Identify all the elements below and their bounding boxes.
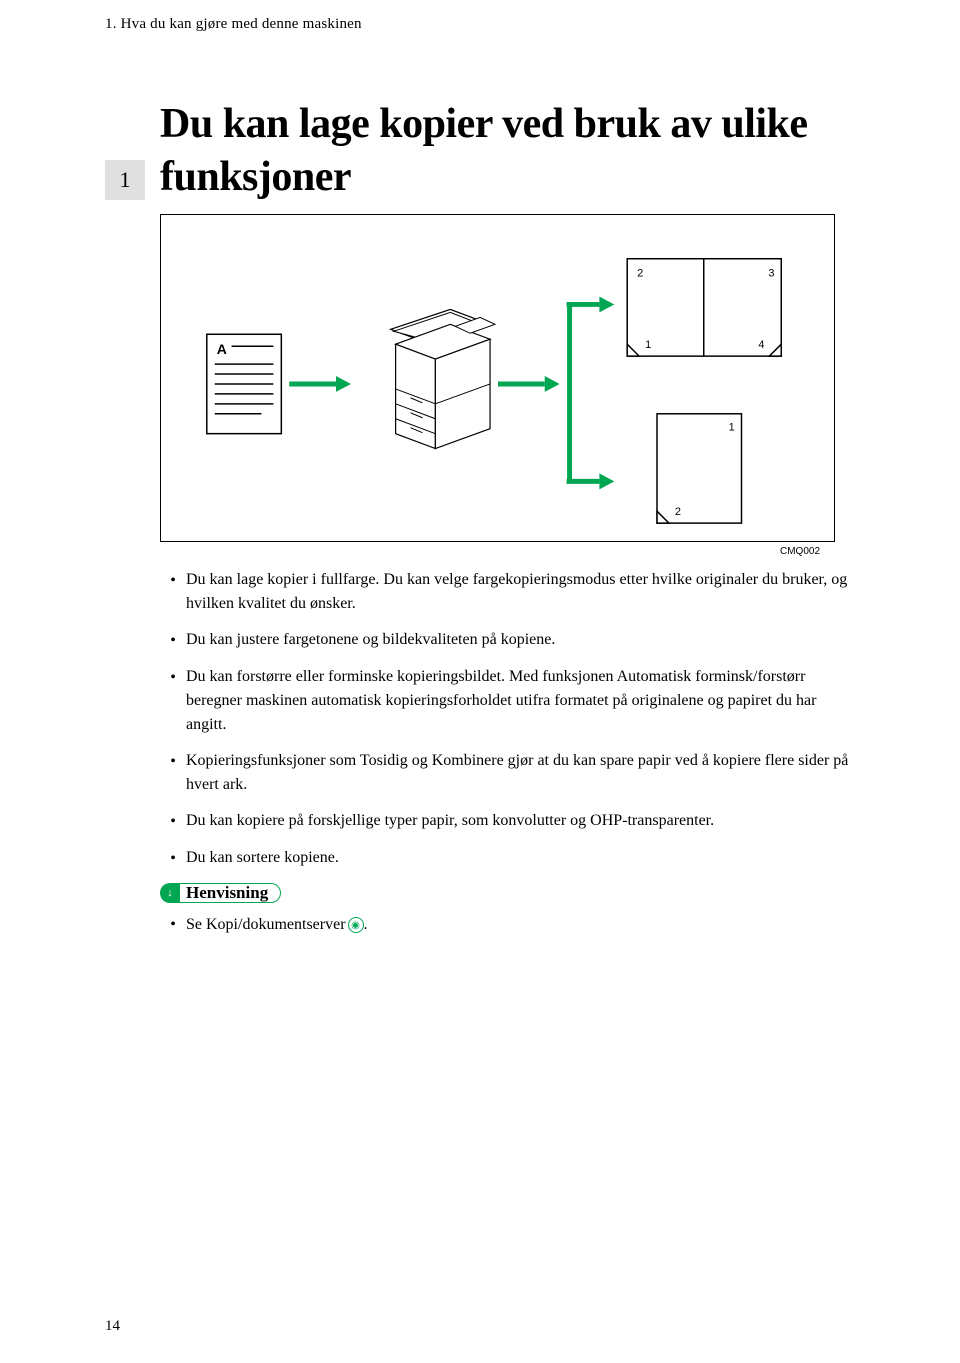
list-item: • Kopieringsfunksjoner som Tosidig og Ko… — [160, 749, 850, 797]
reference-callout: Henvisning — [160, 883, 850, 903]
output1-num-tr: 3 — [768, 268, 774, 280]
page-number: 14 — [105, 1318, 120, 1335]
arrow-doc-to-printer — [289, 376, 351, 392]
list-item: • Du kan sortere kopiene. — [160, 846, 850, 871]
list-item: • Du kan forstørre eller forminske kopie… — [160, 665, 850, 737]
reference-icon — [160, 883, 180, 903]
bullet-dot: • — [160, 749, 186, 774]
branching-connector — [498, 297, 614, 490]
bullet-dot: • — [160, 568, 186, 593]
diagram-id: CMQ002 — [780, 546, 820, 557]
output2-num-1: 1 — [729, 422, 735, 434]
list-item: • Du kan kopiere på forskjellige typer p… — [160, 809, 850, 834]
list-text: Du kan sortere kopiene. — [186, 846, 850, 870]
callout-label: Henvisning — [180, 883, 281, 903]
output1-num-tl: 2 — [637, 268, 643, 280]
input-document: A — [207, 334, 282, 433]
output2-num-2: 2 — [675, 506, 681, 518]
list-item: • Du kan justere fargetonene og bildekva… — [160, 628, 850, 653]
page-title: Du kan lage kopier ved bruk av ulike fun… — [160, 98, 860, 203]
section-marker: 1 — [105, 160, 145, 200]
list-text: Kopieringsfunksjoner som Tosidig og Komb… — [186, 749, 850, 797]
chapter-header: 1. Hva du kan gjøre med denne maskinen — [105, 16, 362, 33]
bullet-dot: • — [160, 846, 186, 871]
list-text: Du kan justere fargetonene og bildekvali… — [186, 628, 850, 652]
bullet-dot: • — [160, 628, 186, 653]
doc-label: A — [217, 341, 227, 357]
list-text: Du kan kopiere på forskjellige typer pap… — [186, 809, 850, 833]
output1-num-br: 4 — [758, 339, 764, 351]
diagram-frame: A — [160, 214, 835, 542]
list-text: Du kan lage kopier i fullfarge. Du kan v… — [186, 568, 850, 616]
content-list: • Du kan lage kopier i fullfarge. Du kan… — [160, 568, 850, 937]
list-text: Du kan forstørre eller forminske kopieri… — [186, 665, 850, 737]
bullet-dot: • — [160, 809, 186, 834]
printer-icon — [391, 309, 495, 448]
output-booklet: 2 3 1 4 — [627, 259, 781, 356]
output-page: 1 2 — [657, 414, 741, 523]
reference-suffix: . — [364, 916, 368, 933]
cd-icon: ◉ — [348, 917, 364, 933]
list-item: • Du kan lage kopier i fullfarge. Du kan… — [160, 568, 850, 616]
diagram-svg: A — [161, 215, 834, 541]
bullet-dot: • — [160, 913, 186, 937]
reference-item: • Se Kopi/dokumentserver◉. — [160, 913, 850, 937]
reference-text: Se Kopi/dokumentserver — [186, 916, 346, 933]
bullet-dot: • — [160, 665, 186, 690]
output1-num-bl: 1 — [645, 339, 651, 351]
